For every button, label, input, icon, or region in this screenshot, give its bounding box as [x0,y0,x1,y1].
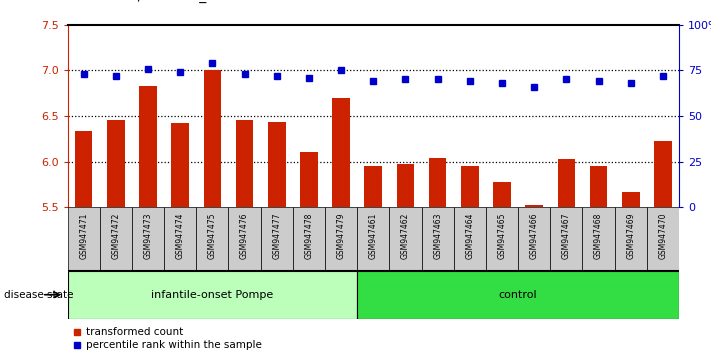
Text: GSM947467: GSM947467 [562,212,571,259]
Bar [654,142,672,207]
FancyBboxPatch shape [550,207,582,271]
Text: GSM947469: GSM947469 [626,212,635,259]
FancyBboxPatch shape [164,207,196,271]
FancyBboxPatch shape [518,207,550,271]
Bar [493,182,510,207]
FancyBboxPatch shape [454,207,486,271]
Text: infantile-onset Pompe: infantile-onset Pompe [151,290,274,300]
Text: GSM947479: GSM947479 [336,212,346,259]
FancyBboxPatch shape [647,207,679,271]
Bar [75,131,92,207]
Bar [397,164,415,207]
Bar [203,70,221,207]
Text: GDS4410 / 225273_at: GDS4410 / 225273_at [68,0,220,3]
Bar [332,98,350,207]
Bar [461,166,479,207]
FancyBboxPatch shape [68,207,100,271]
FancyBboxPatch shape [357,207,390,271]
FancyBboxPatch shape [261,207,293,271]
FancyBboxPatch shape [325,207,357,271]
Bar [429,158,447,207]
Bar [139,86,157,207]
Text: GSM947464: GSM947464 [465,212,474,259]
Text: GSM947463: GSM947463 [433,212,442,259]
Text: GSM947477: GSM947477 [272,212,282,259]
Bar [622,192,640,207]
Bar [171,123,189,207]
Text: GSM947466: GSM947466 [530,212,539,259]
Bar [107,120,124,207]
Text: GSM947471: GSM947471 [79,212,88,258]
Bar [557,159,575,207]
Text: GSM947475: GSM947475 [208,212,217,259]
Text: GSM947468: GSM947468 [594,212,603,258]
Text: GSM947462: GSM947462 [401,212,410,258]
FancyBboxPatch shape [422,207,454,271]
Bar [68,271,357,319]
FancyBboxPatch shape [582,207,614,271]
FancyBboxPatch shape [132,207,164,271]
Text: GSM947473: GSM947473 [144,212,152,259]
FancyBboxPatch shape [614,207,647,271]
Text: GSM947461: GSM947461 [369,212,378,258]
Text: GSM947476: GSM947476 [240,212,249,259]
FancyBboxPatch shape [293,207,325,271]
Bar [235,120,253,207]
FancyBboxPatch shape [100,207,132,271]
FancyBboxPatch shape [228,207,261,271]
Text: GSM947470: GSM947470 [658,212,668,259]
Text: control: control [499,290,538,300]
Bar [268,122,286,207]
Bar [589,166,607,207]
FancyBboxPatch shape [390,207,422,271]
Text: GSM947465: GSM947465 [498,212,506,259]
Bar [365,166,382,207]
Text: disease state: disease state [4,290,73,300]
Bar [300,153,318,207]
Bar [357,271,679,319]
FancyBboxPatch shape [486,207,518,271]
Text: GSM947478: GSM947478 [304,212,314,258]
Legend: transformed count, percentile rank within the sample: transformed count, percentile rank withi… [73,327,262,350]
FancyBboxPatch shape [196,207,228,271]
Bar [525,205,543,207]
Text: GSM947472: GSM947472 [112,212,120,258]
Text: GSM947474: GSM947474 [176,212,185,259]
